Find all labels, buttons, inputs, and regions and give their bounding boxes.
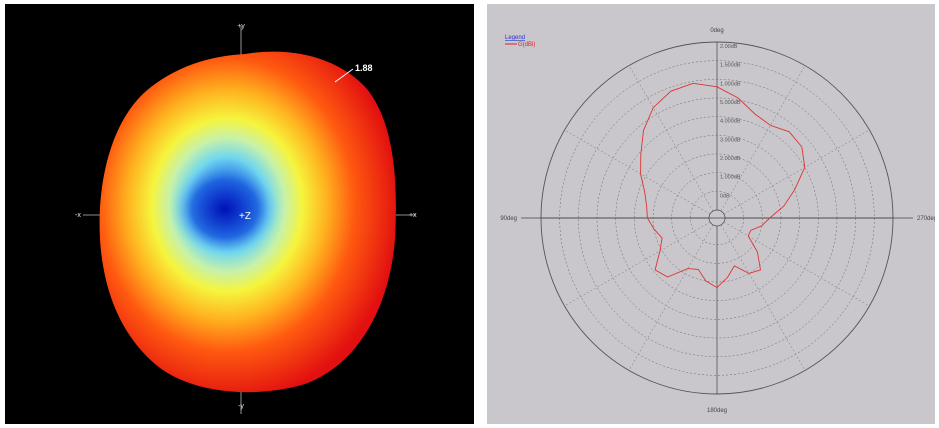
polar-plot: 2.00dB 1.500dB 1.000dB 5.000dB 4.000dB 3.000d… [500,28,935,414]
gain-series-line [640,82,806,289]
axis-label-minus-x: -x [75,212,81,219]
radial-tick-label: 4.000dB [720,119,741,125]
radial-tick-label: 1.000dB [720,175,741,181]
radial-tick-label: 3.000dB [720,137,741,143]
radial-tick-label: 5.000dB [720,100,741,106]
grid-spoke [628,224,714,371]
direction-label-bottom: 180deg [707,408,727,414]
polar-plot-panel: 2.00dB 1.500dB 1.000dB 5.000dB 4.000dB 3.000d… [487,4,935,424]
axis-label-plus-x: +x [409,212,417,219]
radial-tick-label: 1.000dB [720,81,741,87]
axis-label-plus-z: +Z [239,211,251,222]
polar-grid [521,41,913,395]
radial-tick-label: 1.500dB [720,63,741,69]
direction-label-top: 0deg [710,28,723,34]
legend: Legend G(dBi) [505,35,535,48]
max-value-label: 1.88 [355,63,373,73]
radial-tick-label: 2.000dB [720,156,741,162]
grid-spoke [723,129,870,215]
direction-label-right: 270deg [917,216,935,222]
legend-title: Legend [505,35,525,41]
radial-tick-labels: 2.00dB 1.500dB 1.000dB 5.000dB 4.000dB 3.000d… [720,44,741,199]
axis-label-minus-y: -y [238,403,244,410]
radial-tick-label: 2.00dB [720,44,738,50]
pattern-3d-view: +y -y +x -x +Z 1.88 [75,23,417,414]
axis-label-plus-y: +y [237,23,245,30]
pattern-3d-panel: +y -y +x -x +Z 1.88 [5,4,474,424]
max-value-pointer [334,68,354,83]
grid-spoke [628,65,714,212]
grid-spoke [564,129,711,215]
legend-entry: G(dBi) [518,42,535,48]
radial-tick-label: 0dB [720,193,730,199]
grid-spoke [723,221,870,307]
grid-spoke [720,65,806,212]
low-gain-region [170,161,280,257]
direction-label-left: 90deg [500,216,517,222]
grid-spoke [720,224,806,371]
